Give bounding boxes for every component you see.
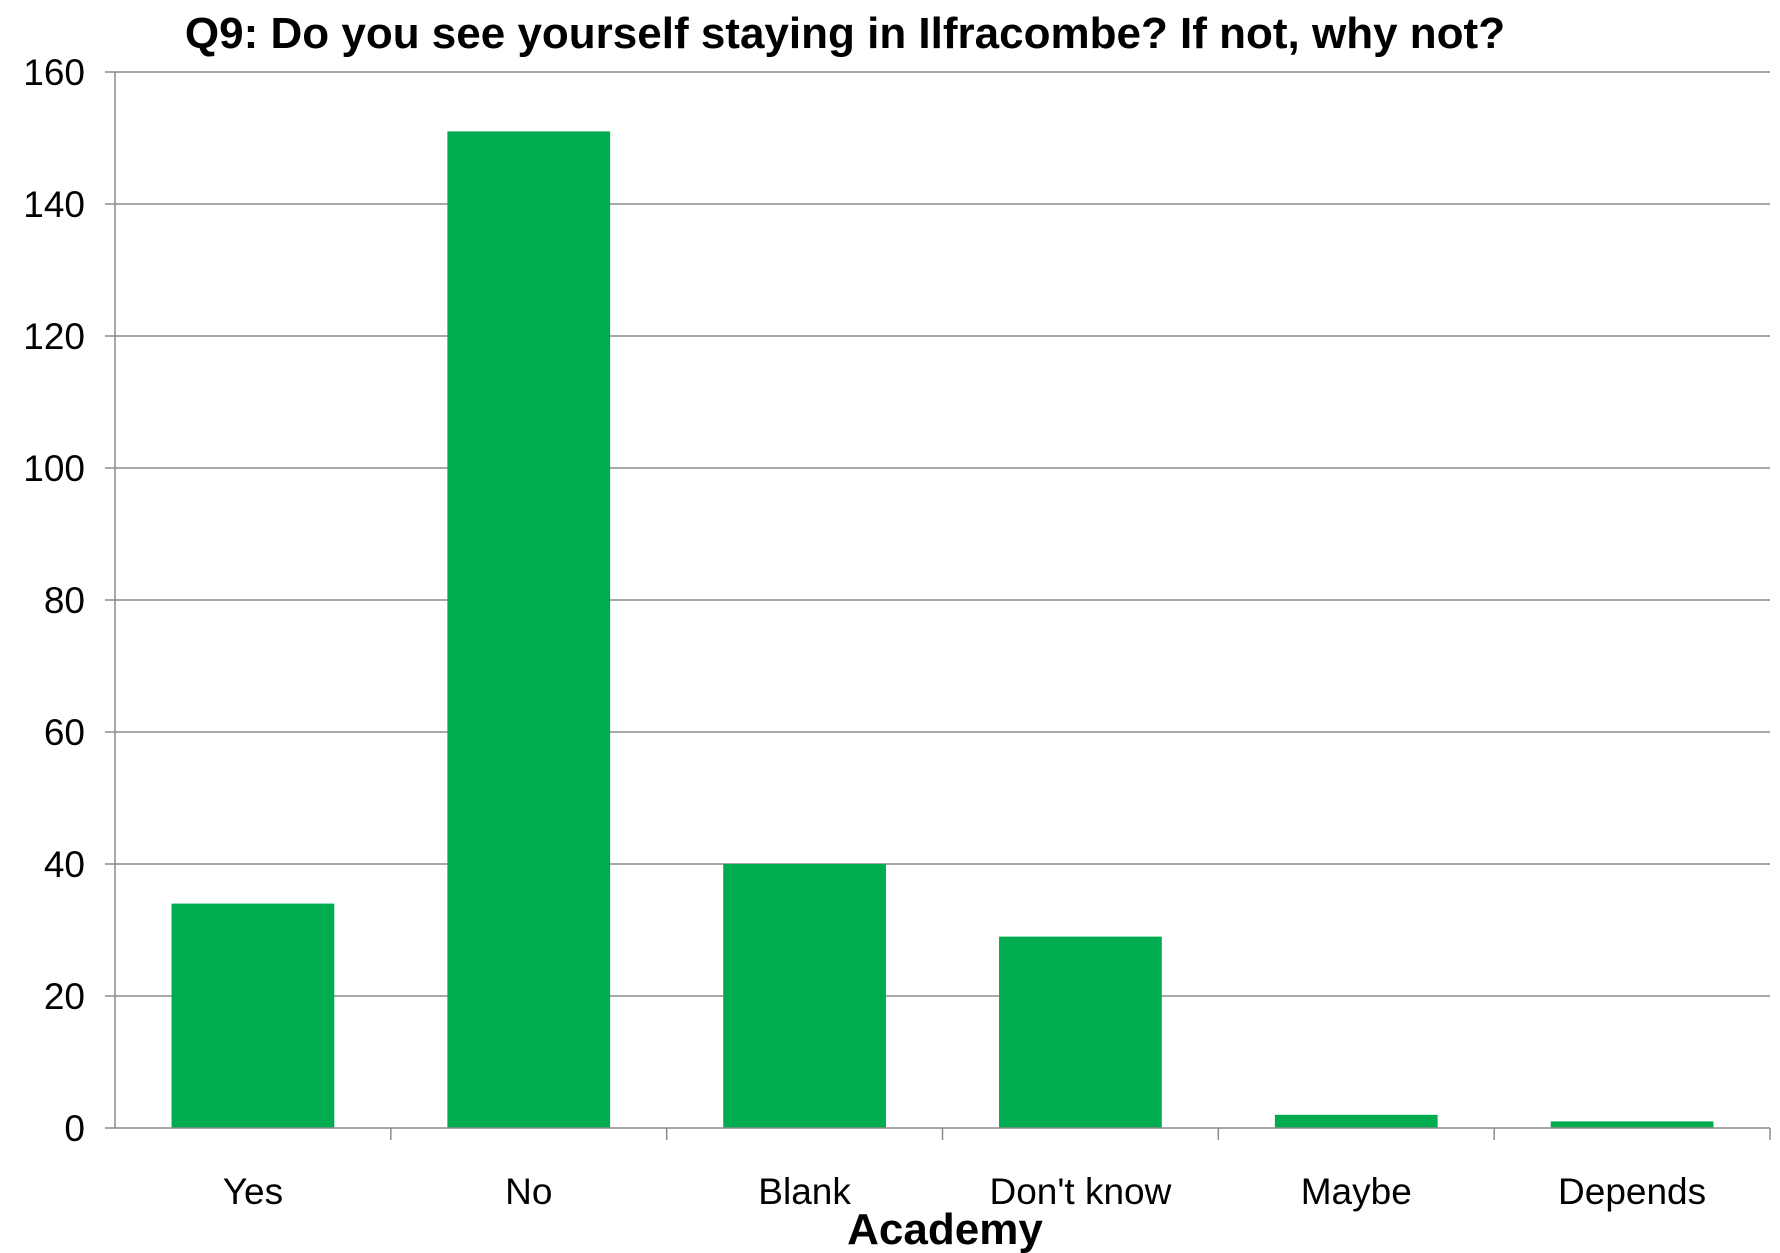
bar-don-t-know xyxy=(999,936,1162,1128)
y-tick-label: 100 xyxy=(23,448,85,489)
x-axis-title: Academy xyxy=(847,1205,1043,1253)
y-tick-label: 160 xyxy=(23,52,85,93)
x-tick-label: Depends xyxy=(1558,1171,1706,1212)
bar-maybe xyxy=(1274,1114,1438,1128)
bar-depends xyxy=(1550,1121,1714,1128)
x-tick-label: Yes xyxy=(223,1171,283,1212)
x-axis-tick-labels: Yes No Blank Don't know Maybe Depends xyxy=(223,1171,1706,1212)
chart-title: Q9: Do you see yourself staying in Ilfra… xyxy=(185,9,1505,58)
y-tick-label: 40 xyxy=(44,844,85,885)
y-tick-label: 60 xyxy=(44,712,85,753)
bar-yes xyxy=(171,903,335,1128)
x-tick-label: Don't know xyxy=(989,1171,1171,1212)
bar-no xyxy=(447,131,611,1128)
bar-blank xyxy=(723,864,886,1128)
gridlines xyxy=(115,71,1770,997)
x-tick-label: Blank xyxy=(758,1171,851,1212)
y-tick-label: 80 xyxy=(44,580,85,621)
x-tick-label: Maybe xyxy=(1301,1171,1412,1212)
y-tick-label: 20 xyxy=(44,976,85,1017)
axes xyxy=(105,71,1771,1140)
y-tick-label: 140 xyxy=(23,184,85,225)
bars xyxy=(171,131,1714,1128)
y-tick-label: 0 xyxy=(64,1108,85,1149)
y-axis-tick-labels: 0 20 40 60 80 100 120 140 160 xyxy=(23,52,85,1149)
x-tick-label: No xyxy=(505,1171,552,1212)
y-tick-label: 120 xyxy=(23,316,85,357)
